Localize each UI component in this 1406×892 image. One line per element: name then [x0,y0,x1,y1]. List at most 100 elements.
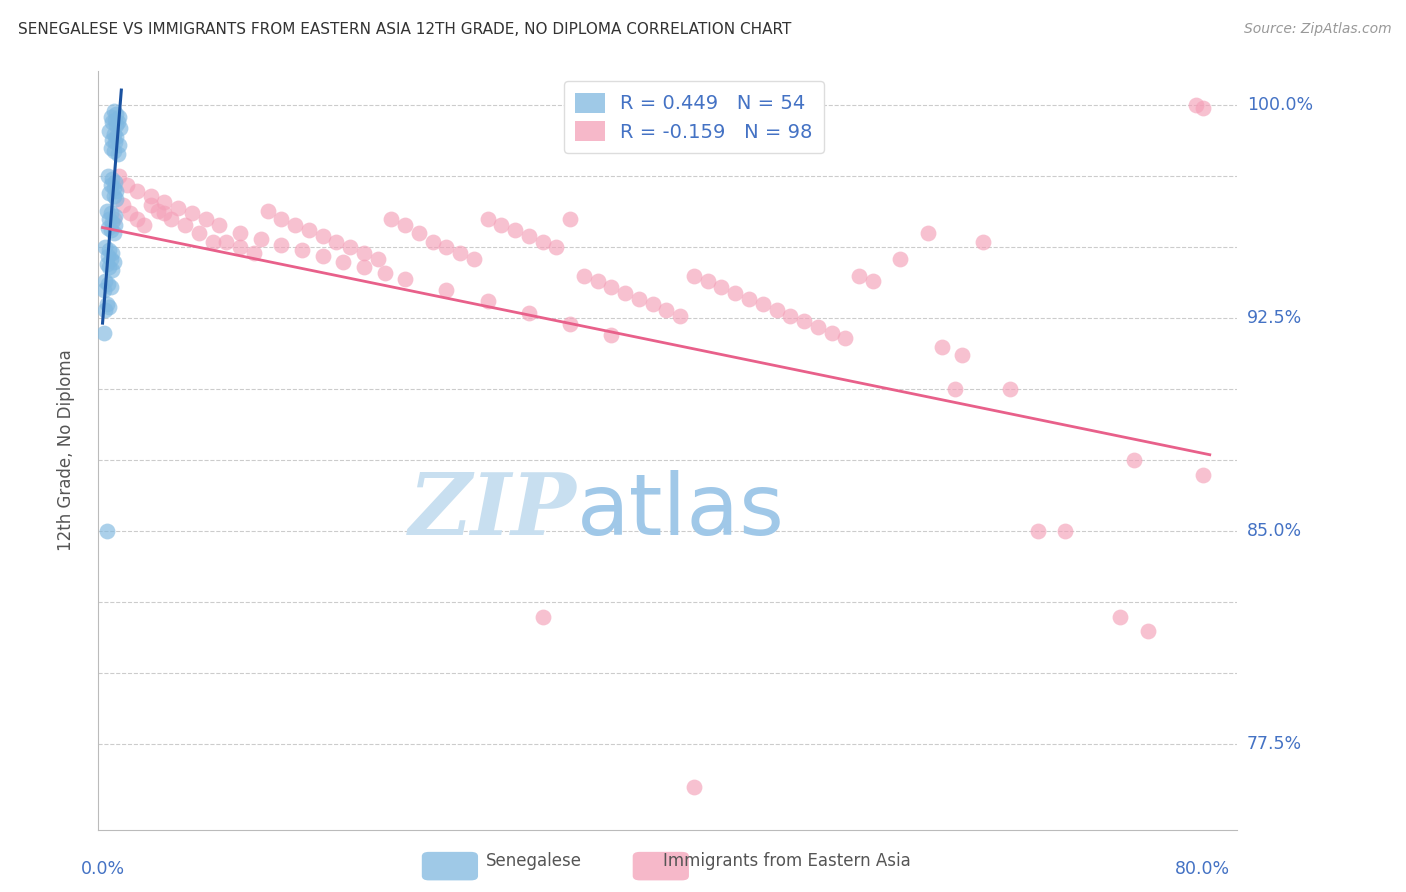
Point [101,172,124,186]
Point [103,144,125,158]
Point [683,268,706,283]
Point [931,340,953,354]
Point [153,206,176,220]
Y-axis label: 12th Grade, No Diploma: 12th Grade, No Diploma [56,350,75,551]
Point [1192,467,1215,482]
Text: Source: ZipAtlas.com: Source: ZipAtlas.com [1244,22,1392,37]
Point [491,218,513,232]
Point [108,138,131,153]
Point [586,275,609,289]
Point [93,283,115,297]
Point [105,107,128,121]
Point [793,314,815,328]
Text: Immigrants from Eastern Asia: Immigrants from Eastern Asia [664,852,911,870]
Point [98,212,121,227]
Point [93,326,115,340]
Point [153,194,176,209]
Point [103,226,125,240]
Point [97,277,120,292]
Point [834,331,856,345]
Point [560,317,582,331]
Point [531,609,554,624]
Point [97,220,120,235]
Point [463,252,485,266]
Point [104,175,127,189]
Point [449,246,471,260]
Point [380,212,402,227]
Point [751,297,773,311]
Point [146,203,169,218]
Text: 85.0%: 85.0% [1247,523,1302,541]
Point [655,302,678,317]
Point [101,246,124,260]
Point [104,112,127,127]
Point [503,223,526,237]
Point [117,178,139,192]
Point [394,218,416,232]
Point [641,297,664,311]
Point [110,121,132,136]
Point [517,306,540,320]
Point [101,215,124,229]
Point [103,104,125,119]
Point [367,252,389,266]
Point [103,254,125,268]
Point [139,198,162,212]
Point [862,275,884,289]
Point [943,383,966,397]
Point [94,302,117,317]
Point [101,263,124,277]
Point [103,127,125,141]
Point [373,266,395,280]
Point [98,260,121,275]
Point [201,235,224,249]
Point [291,244,314,258]
Point [100,206,122,220]
Point [477,294,499,309]
Point [1123,453,1146,467]
Point [100,223,122,237]
Point [112,198,135,212]
Point [339,240,361,254]
Point [270,212,292,227]
Point [572,268,595,283]
Point [353,260,375,275]
Point [105,118,128,132]
Point [96,257,118,271]
Point [107,115,129,129]
Point [120,206,142,220]
Point [125,212,148,227]
Point [104,209,127,223]
Point [1026,524,1049,539]
Point [284,218,307,232]
Point [1000,383,1022,397]
Text: 0.0%: 0.0% [80,860,125,878]
Point [724,285,747,300]
Point [765,302,787,317]
Text: ZIP: ZIP [409,469,576,553]
Point [627,292,650,306]
Point [820,326,842,340]
Point [950,348,973,362]
Point [105,184,128,198]
Point [298,223,321,237]
Point [1136,624,1159,638]
Point [132,218,155,232]
Point [243,246,266,260]
Point [848,268,870,283]
Point [108,169,131,184]
Point [1109,609,1132,624]
Point [100,252,122,266]
Point [94,240,117,254]
Point [560,212,582,227]
Point [96,297,118,311]
Point [103,189,125,203]
Point [97,169,120,184]
Legend: R = 0.449   N = 54, R = -0.159   N = 98: R = 0.449 N = 54, R = -0.159 N = 98 [564,81,824,153]
Point [710,280,733,294]
Point [311,249,333,263]
Point [600,280,623,294]
Point [256,203,278,218]
Point [96,524,118,539]
Point [104,218,127,232]
